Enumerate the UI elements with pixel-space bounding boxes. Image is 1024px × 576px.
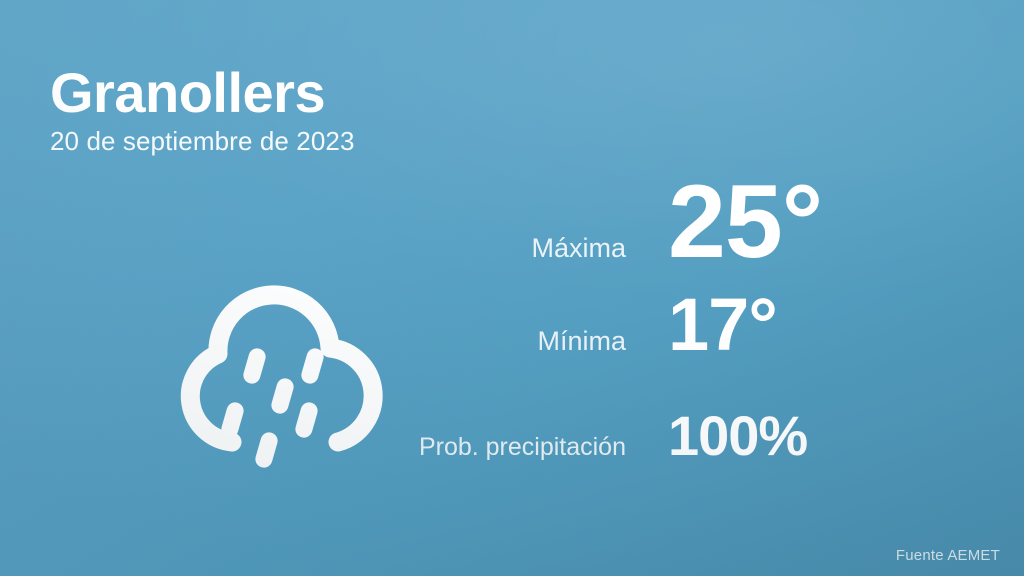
reading-row-maxima: Máxima 25° <box>400 170 960 288</box>
source-attribution: Fuente AEMET <box>895 547 1000 564</box>
readings-list: Máxima 25° Mínima 17° Prob. precipitació… <box>400 170 960 488</box>
header: Granollers 20 de septiembre de 2023 <box>50 61 355 156</box>
city-name: Granollers <box>50 61 326 124</box>
rain-cloud-glyph <box>180 285 383 468</box>
minima-value: 17° <box>668 283 778 366</box>
rain-drops <box>221 348 324 468</box>
precipitacion-value: 100% <box>668 404 808 467</box>
minima-label: Mínima <box>537 326 626 356</box>
rain-cloud-icon <box>170 252 400 482</box>
maxima-value: 25° <box>668 164 823 280</box>
cloud-outline <box>180 285 383 452</box>
maxima-label: Máxima <box>531 233 626 263</box>
reading-row-minima: Mínima 17° <box>400 288 960 408</box>
reading-row-precipitacion: Prob. precipitación 100% <box>400 408 960 488</box>
precipitacion-label: Prob. precipitación <box>418 433 626 461</box>
forecast-date: 20 de septiembre de 2023 <box>50 125 355 156</box>
